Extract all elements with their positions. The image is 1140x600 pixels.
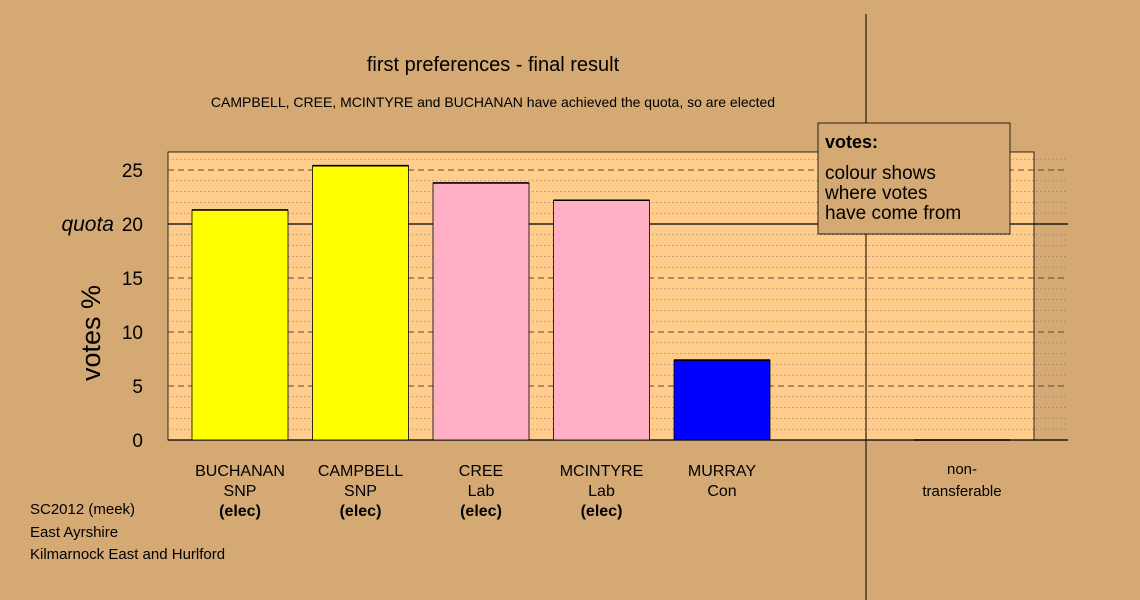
x-label-name: MURRAY: [688, 463, 756, 480]
chart-subtitle: CAMPBELL, CREE, MCINTYRE and BUCHANAN ha…: [211, 94, 775, 110]
bar-mcintyre: [553, 199, 650, 441]
x-label-party: Lab: [468, 483, 495, 500]
x-label-party: SNP: [224, 483, 257, 500]
y-axis: 0 5 10 15 20 25: [122, 161, 143, 452]
x-label-status: (elec): [219, 503, 261, 520]
legend-line-3: have come from: [825, 203, 961, 224]
x-label-party: Con: [707, 483, 736, 500]
x-label-nontransferable-1: non-: [947, 461, 977, 478]
bar-buchanan: [191, 209, 289, 441]
y-tick-label: 25: [122, 161, 143, 182]
x-label-party: SNP: [344, 483, 377, 500]
y-axis-label: votes %: [76, 285, 106, 381]
x-label-status: (elec): [460, 503, 502, 520]
footer-line-2: East Ayrshire: [30, 524, 118, 541]
bar-murray: [673, 359, 771, 441]
y-tick-label: 0: [132, 431, 143, 452]
legend-box: [817, 122, 1011, 235]
legend-line-2: where votes: [824, 183, 927, 204]
x-label-name: BUCHANAN: [195, 463, 285, 480]
chart-title: first preferences - final result: [367, 54, 620, 76]
footer-line-1: SC2012 (meek): [30, 501, 135, 518]
y-tick-label: 15: [122, 269, 143, 290]
x-label-status: (elec): [340, 503, 382, 520]
y-tick-label: 5: [132, 377, 143, 398]
x-label-party: Lab: [588, 483, 615, 500]
bar-campbell: [312, 165, 409, 441]
quota-label: quota: [61, 213, 114, 236]
x-label-nontransferable-2: transferable: [922, 483, 1001, 500]
x-label-name: CREE: [459, 463, 503, 480]
y-tick-label: 10: [122, 323, 143, 344]
legend-title: votes:: [825, 132, 878, 152]
x-label-status: (elec): [581, 503, 623, 520]
y-tick-label: 20: [122, 215, 143, 236]
x-axis-labels: BUCHANAN SNP (elec) CAMPBELL SNP (elec) CREE La…: [195, 461, 1002, 520]
bar-cree: [432, 182, 530, 441]
footer-line-3: Kilmarnock East and Hurlford: [30, 546, 225, 563]
bars: [191, 164, 1010, 441]
x-label-name: CAMPBELL: [318, 463, 403, 480]
legend: votes: colour shows where votes have com…: [817, 122, 1011, 235]
x-label-name: MCINTYRE: [560, 463, 644, 480]
legend-line-1: colour shows: [825, 163, 936, 184]
